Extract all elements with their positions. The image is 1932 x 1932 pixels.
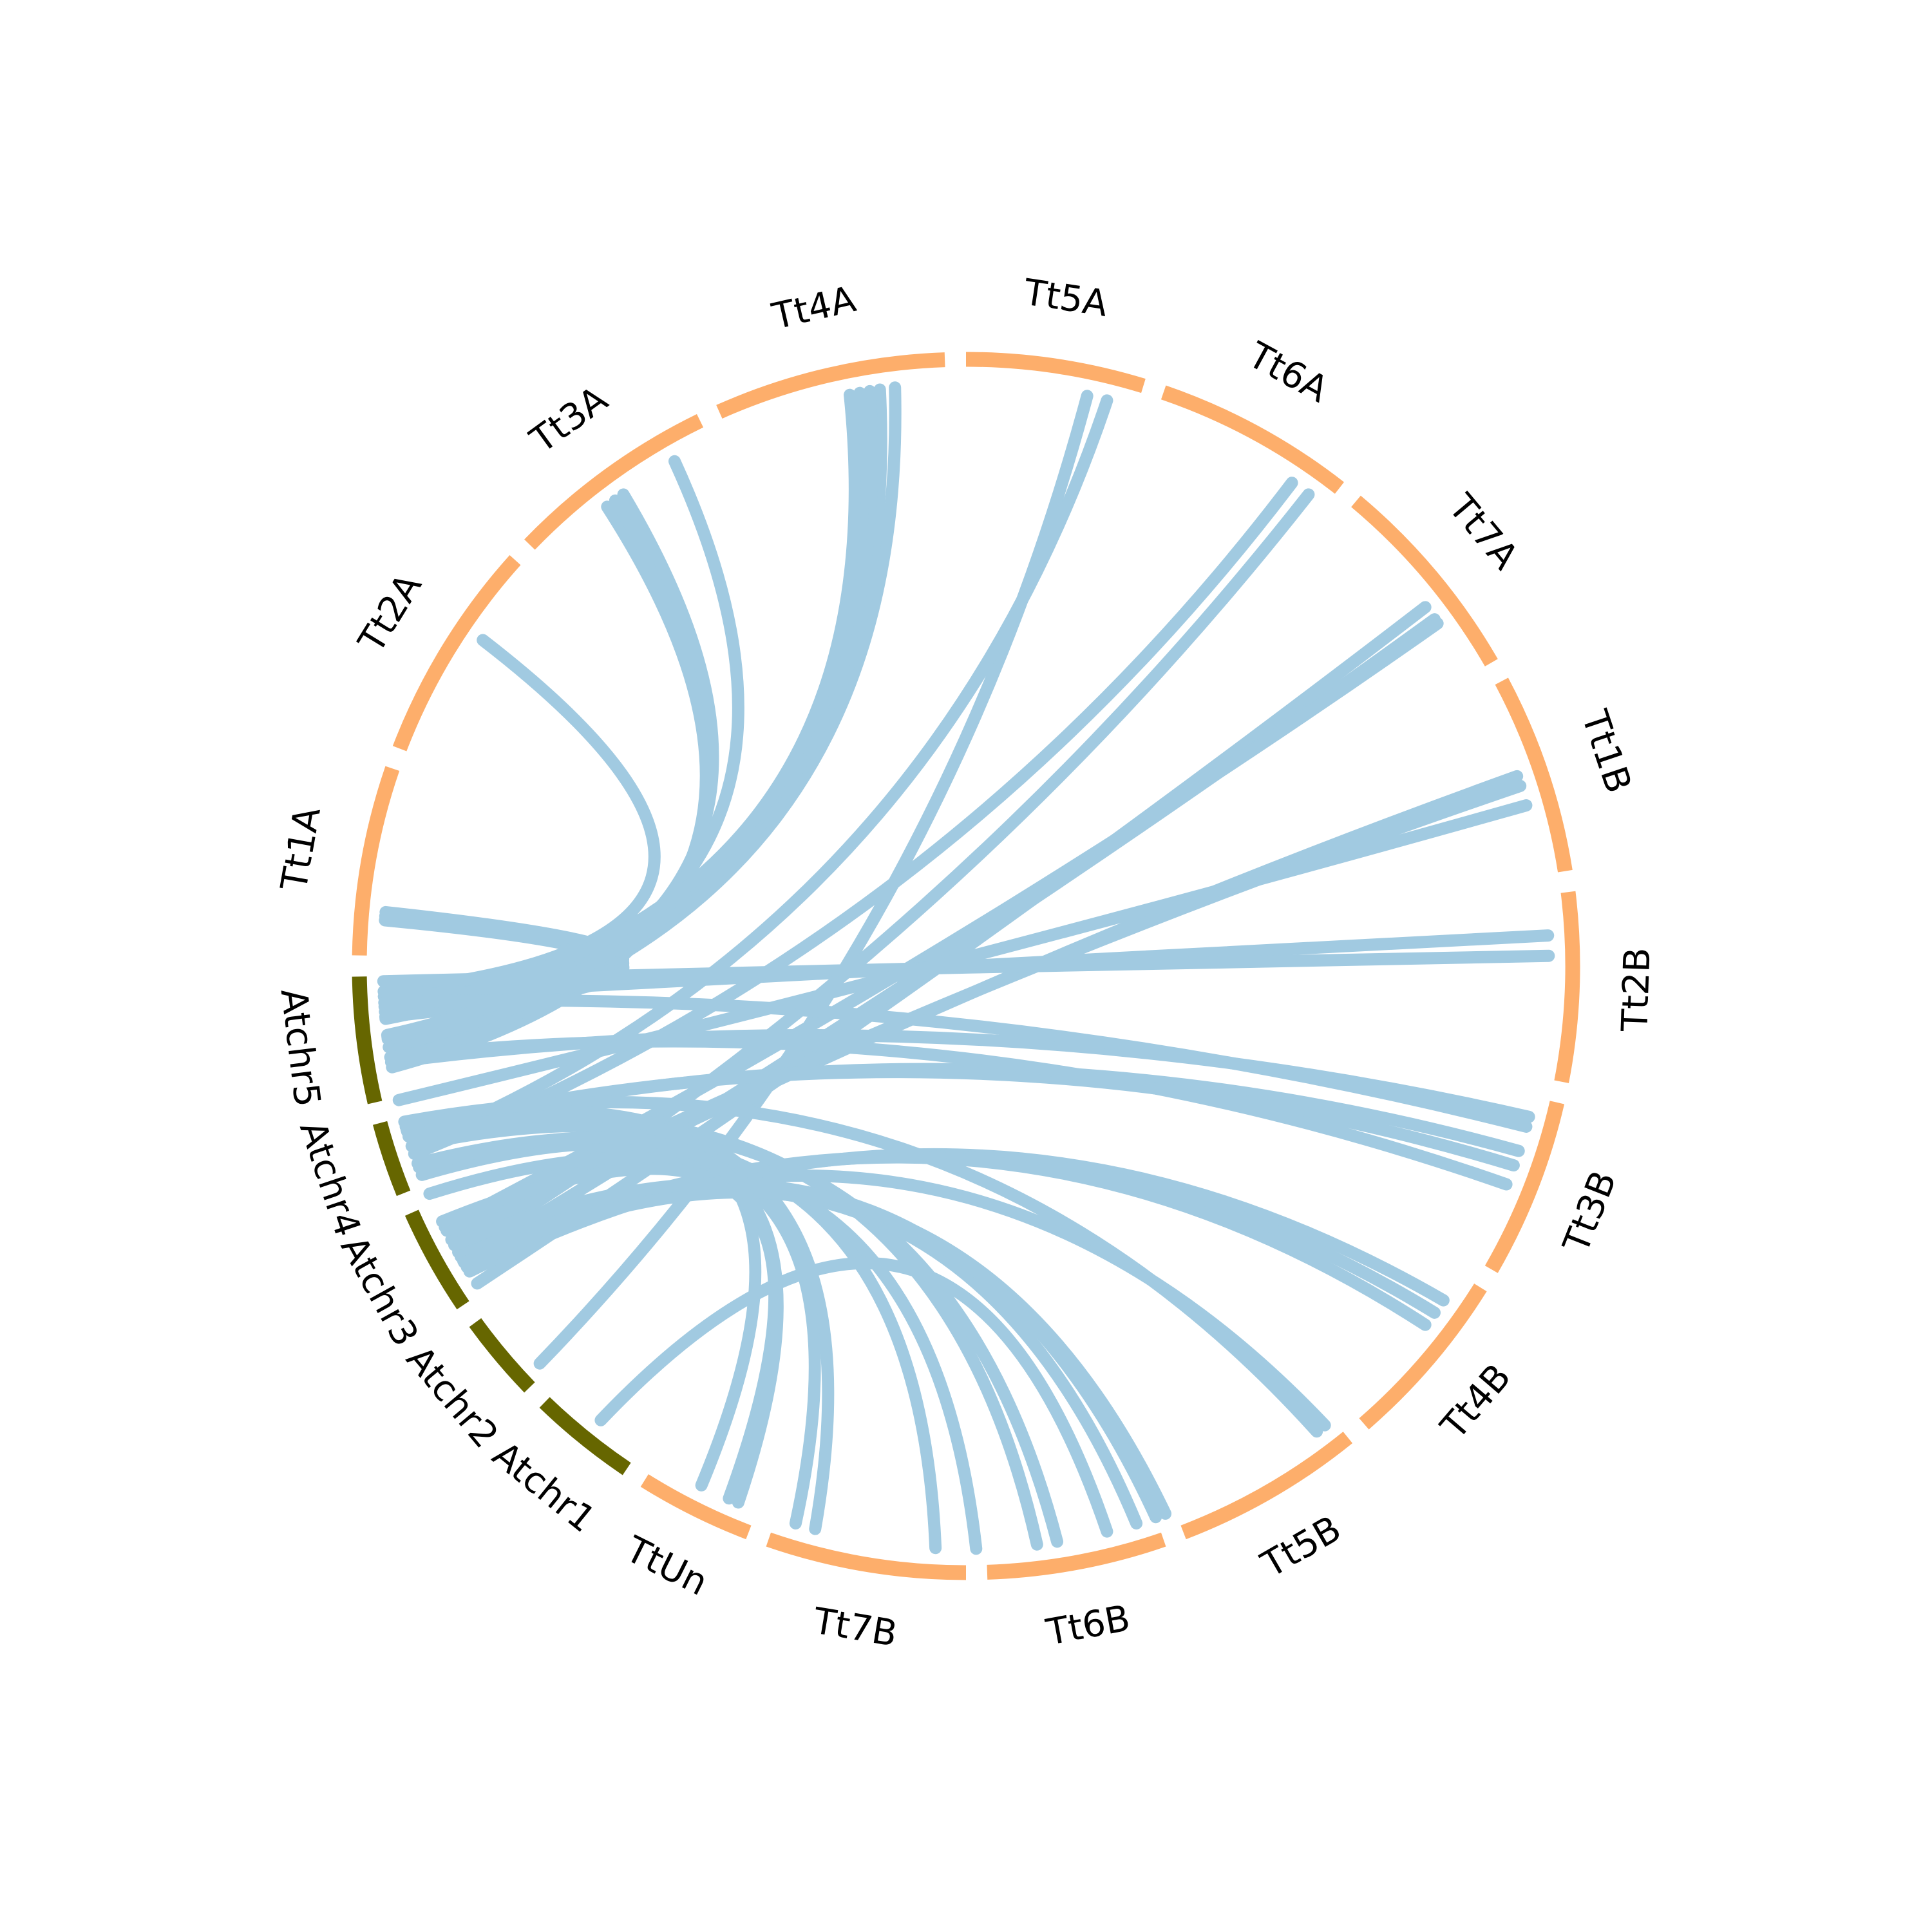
segment-label-atchr3: Atchr3: [332, 1229, 426, 1354]
chromosome-segments: [352, 352, 1580, 1580]
segment-label-tt4a: Tt4A: [768, 278, 859, 338]
segment-tt2a: [392, 554, 521, 752]
synteny-link: [392, 799, 1533, 1106]
synteny-link: [408, 477, 1298, 1160]
synteny-link: [405, 1119, 1064, 1548]
segment-label-tt6a: Tt6A: [1241, 334, 1335, 412]
synteny-link: [594, 1256, 1113, 1538]
segment-tt7b: [766, 1532, 967, 1580]
segment-label-tt6b: Tt6B: [1043, 1597, 1133, 1654]
segment-label-tt2a: Tt2A: [350, 567, 430, 661]
segment-tt6b: [987, 1532, 1166, 1580]
segment-tt5a: [965, 352, 1146, 393]
synteny-link: [405, 394, 1113, 1153]
segment-tt3b: [1484, 1101, 1565, 1273]
segment-label-tt3b: Tt3B: [1555, 1165, 1625, 1259]
segment-tt6a: [1160, 385, 1345, 494]
segment-label-atchr2: Atchr2: [398, 1338, 506, 1456]
segment-tt7a: [1351, 495, 1498, 667]
synteny-link: [377, 949, 1555, 988]
segment-tt5b: [1180, 1432, 1353, 1540]
segment-label-tt5a: Tt5A: [1021, 271, 1110, 325]
segment-atchr5: [352, 976, 383, 1104]
synteny-link: [413, 1131, 784, 1509]
synteny-link: [384, 1035, 1513, 1191]
segment-label-atchr5: Atchr5: [272, 987, 328, 1110]
segment-atchr2: [469, 1318, 535, 1393]
synteny-link: [448, 1177, 1162, 1524]
segment-tt4b: [1359, 1283, 1487, 1430]
synteny-link: [381, 384, 878, 1041]
synteny-link: [377, 634, 661, 998]
synteny-link: [398, 1095, 1323, 1438]
segment-ttun: [640, 1474, 752, 1540]
segment-label-tt2b: Tt2B: [1614, 947, 1659, 1032]
segment-tt4a: [716, 352, 945, 419]
synteny-links: [377, 381, 1555, 1555]
segment-label-tt3a: Tt3A: [522, 378, 615, 462]
segment-label-tt1a: Tt1A: [273, 804, 329, 894]
synteny-link: [378, 994, 1533, 1133]
segment-label-tt7a: Tt7A: [1440, 486, 1526, 578]
segment-label-tt1b: Tt1B: [1573, 705, 1639, 798]
segment-label-ttun: TtUn: [618, 1528, 714, 1604]
segment-tt3a: [524, 414, 704, 550]
segment-tt2b: [1554, 891, 1580, 1083]
segment-tt1b: [1495, 677, 1573, 873]
segment-label-atchr1: Atchr1: [484, 1434, 603, 1540]
segment-atchr3: [404, 1209, 469, 1310]
segment-label-tt5b: Tt5B: [1254, 1508, 1348, 1586]
segment-label-tt4b: Tt4B: [1432, 1356, 1519, 1448]
segment-atchr4: [372, 1121, 411, 1197]
segment-label-atchr4: Atchr4: [291, 1116, 368, 1242]
segment-atchr1: [539, 1397, 631, 1475]
segment-label-tt7b: Tt7B: [810, 1600, 900, 1655]
segment-tt1a: [352, 766, 400, 956]
